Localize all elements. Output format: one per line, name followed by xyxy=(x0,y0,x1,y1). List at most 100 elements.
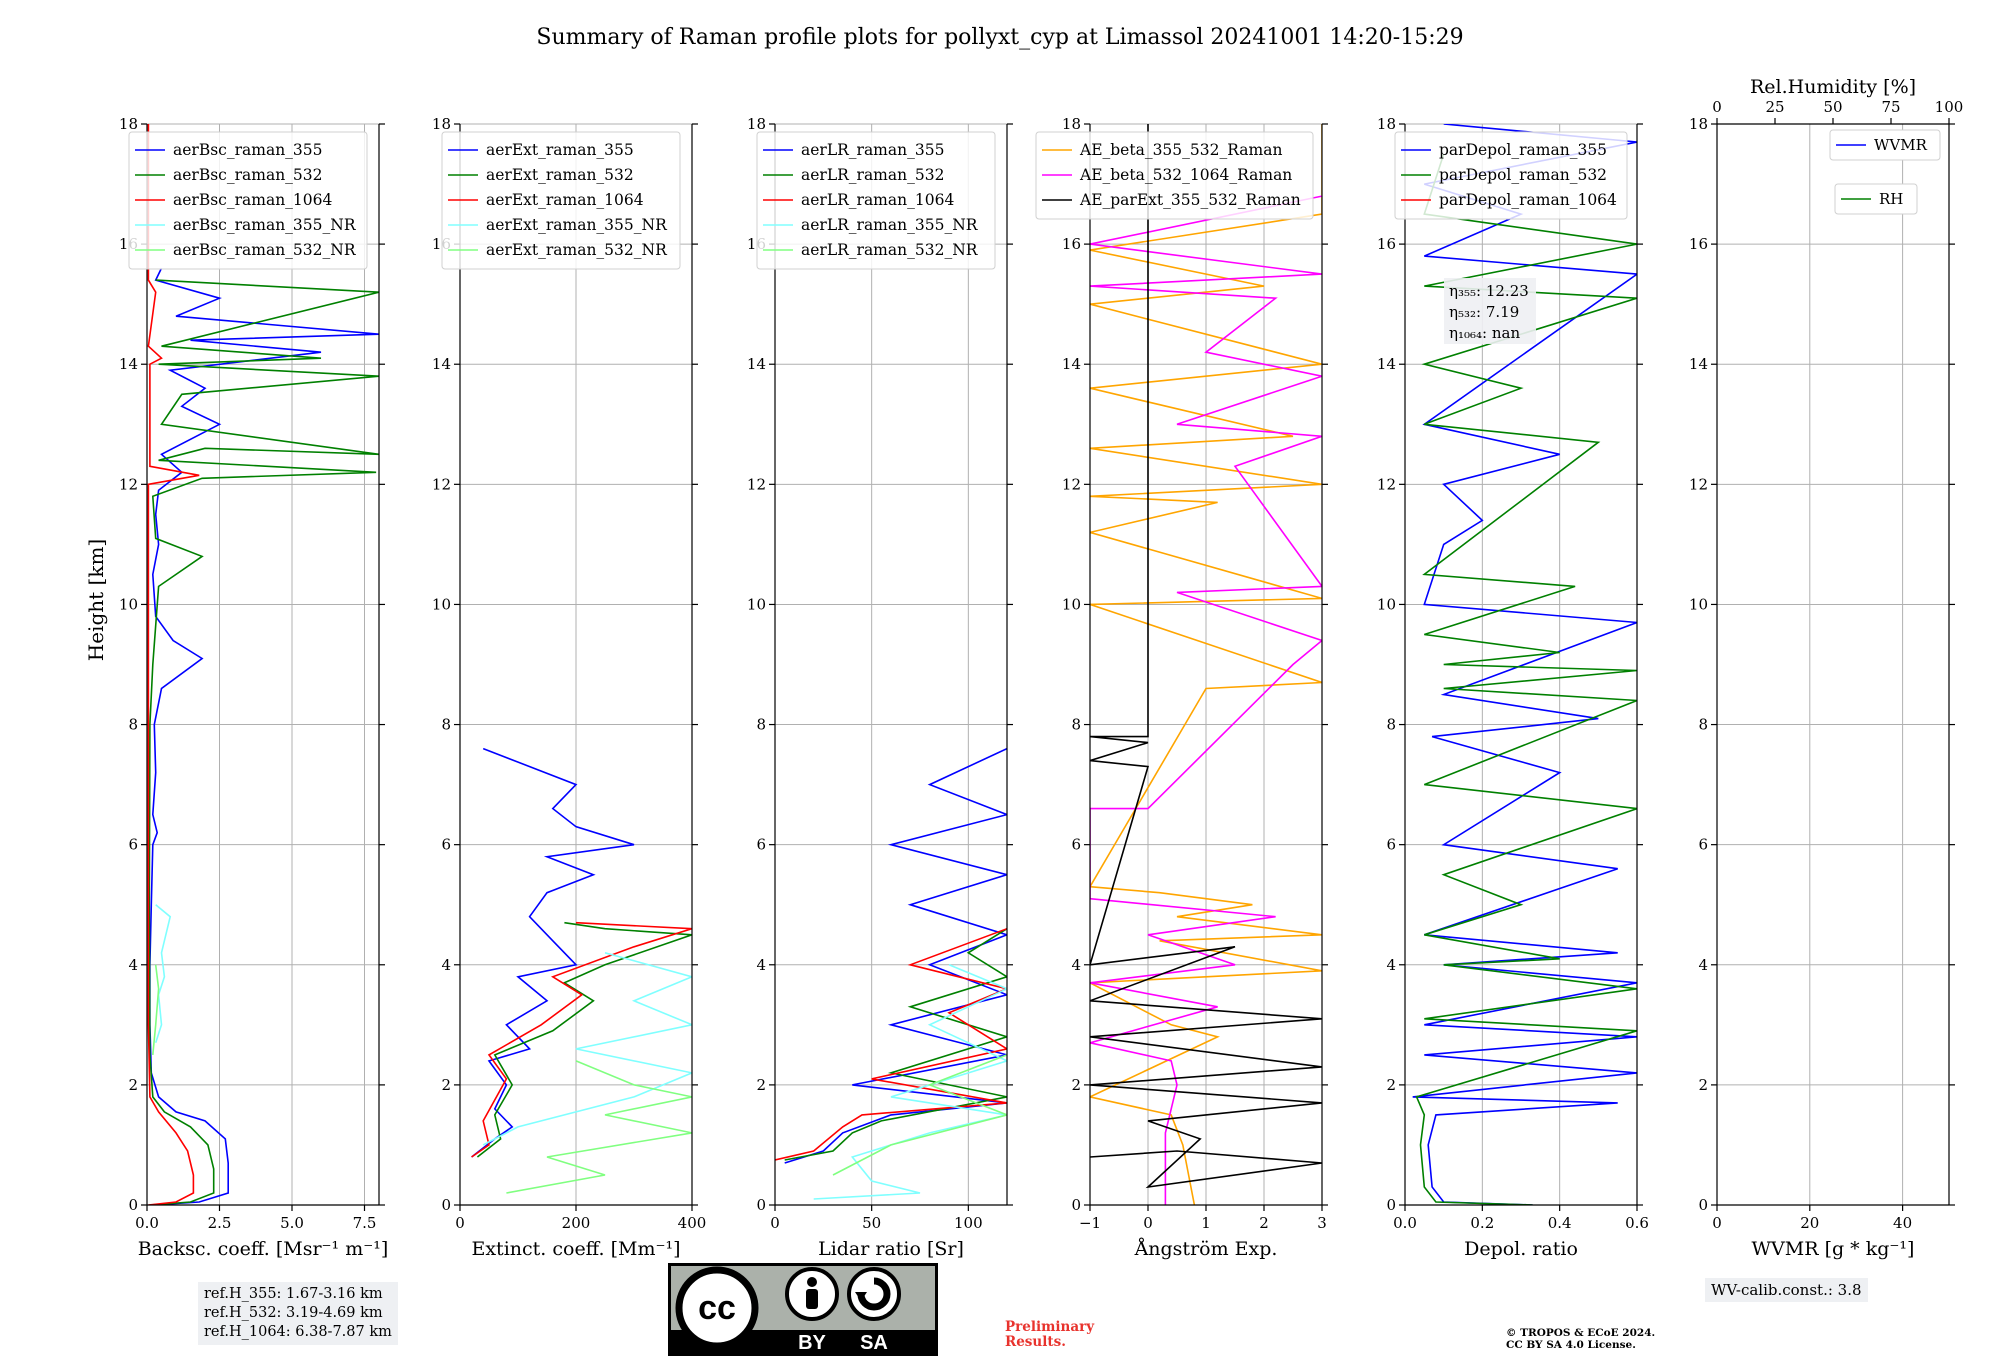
x-tick-label: 5.0 xyxy=(280,1214,304,1232)
series-line-aerBsc_raman_1064 xyxy=(147,124,200,1205)
y-tick-label: 2 xyxy=(756,1076,766,1094)
y-tick-label: 0 xyxy=(1698,1196,1708,1214)
y-tick-label: 14 xyxy=(1377,355,1396,373)
y-tick-label: 18 xyxy=(119,115,138,133)
series-line-aerExt_raman_355_NR xyxy=(482,952,692,1146)
y-axis-label: Height [km] xyxy=(84,539,108,661)
x2-tick-label: 25 xyxy=(1765,98,1784,116)
legend-label: aerBsc_raman_355_NR xyxy=(173,216,357,234)
x-axis-label: WVMR [g * kg⁻¹] xyxy=(1752,1238,1915,1260)
x2-axis-label: Rel.Humidity [%] xyxy=(1750,76,1916,98)
series-line-aerLR_raman_355 xyxy=(784,747,1007,1164)
reference-height-box: ref.H_355: 1.67-3.16 km ref.H_532: 3.19-… xyxy=(198,1282,398,1345)
y-tick-label: 0 xyxy=(1071,1196,1081,1214)
legend-label: aerBsc_raman_532_NR xyxy=(173,241,357,259)
y-tick-label: 12 xyxy=(1062,475,1081,493)
y-tick-label: 16 xyxy=(1689,235,1708,253)
series-line-AE_beta_532_1064_Raman xyxy=(1090,195,1322,1205)
y-tick-label: 8 xyxy=(756,716,766,734)
legend-label: aerLR_raman_355_NR xyxy=(801,216,979,234)
y-tick-label: 14 xyxy=(1062,355,1081,373)
legend-label: aerExt_raman_532_NR xyxy=(486,241,668,259)
legend-box xyxy=(128,131,368,270)
y-tick-label: 8 xyxy=(1071,716,1081,734)
y-tick-label: 10 xyxy=(432,595,451,613)
preliminary-line-1: Preliminary xyxy=(1005,1319,1095,1335)
by-person-body xyxy=(806,1289,818,1309)
y-tick-label: 0 xyxy=(128,1196,138,1214)
series-line-aerLR_raman_532 xyxy=(784,928,1007,1161)
series-line-aerExt_raman_355 xyxy=(471,747,635,1158)
series-group xyxy=(1090,124,1322,1205)
x-tick-label: 50 xyxy=(862,1214,881,1232)
legend-label: aerLR_raman_355 xyxy=(801,141,944,159)
legend-label: aerLR_raman_532 xyxy=(801,166,944,184)
y-tick-label: 6 xyxy=(128,836,138,854)
legend-label: parDepol_raman_532 xyxy=(1439,166,1607,184)
legend-label: aerExt_raman_355_NR xyxy=(486,216,668,234)
series-line-aerBsc_raman_532_NR xyxy=(152,964,160,1055)
x2-tick-label: 50 xyxy=(1823,98,1842,116)
x-tick-label: 0.2 xyxy=(1470,1214,1494,1232)
x-tick-label: 0 xyxy=(1143,1214,1153,1232)
x-axis-label: Lidar ratio [Sr] xyxy=(818,1238,964,1260)
x2-tick-label: 0 xyxy=(1712,98,1722,116)
eta-annotation-line: η₃₅₅: 12.23 xyxy=(1449,282,1529,300)
x-tick-label: −1 xyxy=(1079,1214,1101,1232)
ref-height-532: ref.H_532: 3.19-4.69 km xyxy=(204,1305,383,1321)
legend-label: RH xyxy=(1879,190,1903,208)
y-tick-label: 4 xyxy=(441,956,451,974)
y-tick-label: 2 xyxy=(1071,1076,1081,1094)
x-tick-label: 0.6 xyxy=(1625,1214,1649,1232)
y-tick-label: 12 xyxy=(747,475,766,493)
sa-share-icon xyxy=(847,1267,901,1321)
x-tick-label: 200 xyxy=(562,1214,591,1232)
x-tick-label: 0 xyxy=(1712,1214,1722,1232)
legend-label: parDepol_raman_355 xyxy=(1439,141,1607,159)
x-axis-label: Ångström Exp. xyxy=(1134,1238,1278,1260)
y-tick-label: 0 xyxy=(441,1196,451,1214)
copyright-line-2: CC BY SA 4.0 License. xyxy=(1506,1339,1636,1351)
y-tick-label: 16 xyxy=(1062,235,1081,253)
x-tick-label: 3 xyxy=(1317,1214,1327,1232)
legend-box xyxy=(1829,129,1941,161)
y-tick-label: 4 xyxy=(128,956,138,974)
cc-circle-icon xyxy=(675,1266,759,1350)
x-axis-label: Extinct. coeff. [Mm⁻¹] xyxy=(471,1238,680,1260)
eta-annotation-line: η₅₃₂: 7.19 xyxy=(1449,303,1519,321)
series-line-aerExt_raman_532_NR xyxy=(506,1060,692,1194)
x-tick-label: 7.5 xyxy=(353,1214,377,1232)
y-tick-label: 14 xyxy=(747,355,766,373)
x2-tick-label: 100 xyxy=(1935,98,1964,116)
badge-sa-label: SA xyxy=(860,1332,888,1354)
series-line-aerBsc_raman_532 xyxy=(148,279,379,1205)
y-tick-label: 2 xyxy=(128,1076,138,1094)
preliminary-line-2: Results. xyxy=(1005,1334,1066,1350)
x-tick-label: 0.0 xyxy=(1393,1214,1417,1232)
badge-by-label: BY xyxy=(798,1332,826,1354)
y-tick-label: 0 xyxy=(1386,1196,1396,1214)
preliminary-note: Preliminary Results. xyxy=(1005,1320,1094,1350)
series-line-parDepol_raman_532 xyxy=(1415,153,1637,1205)
series-line-parDepol_raman_355 xyxy=(1412,124,1637,1205)
legend-label: WVMR xyxy=(1874,136,1928,154)
sa-arrowhead xyxy=(855,1292,867,1301)
series-line-aerBsc_raman_355 xyxy=(149,267,379,1205)
x-tick-label: 100 xyxy=(954,1214,983,1232)
legend-label: aerExt_raman_1064 xyxy=(486,191,644,209)
y-tick-label: 8 xyxy=(1386,716,1396,734)
x-axis-label: Backsc. coeff. [Msr⁻¹ m⁻¹] xyxy=(138,1238,389,1260)
wv-calibration-box: WV-calib.const.: 3.8 xyxy=(1705,1278,1868,1302)
y-tick-label: 16 xyxy=(1377,235,1396,253)
eta-annotation-box xyxy=(1444,278,1536,344)
x-tick-label: 0 xyxy=(770,1214,780,1232)
legend-label: parDepol_raman_1064 xyxy=(1439,191,1617,209)
series-line-aerLR_raman_355_NR xyxy=(813,964,1007,1200)
legend-label: aerLR_raman_532_NR xyxy=(801,241,979,259)
y-tick-label: 2 xyxy=(441,1076,451,1094)
y-tick-label: 14 xyxy=(119,355,138,373)
